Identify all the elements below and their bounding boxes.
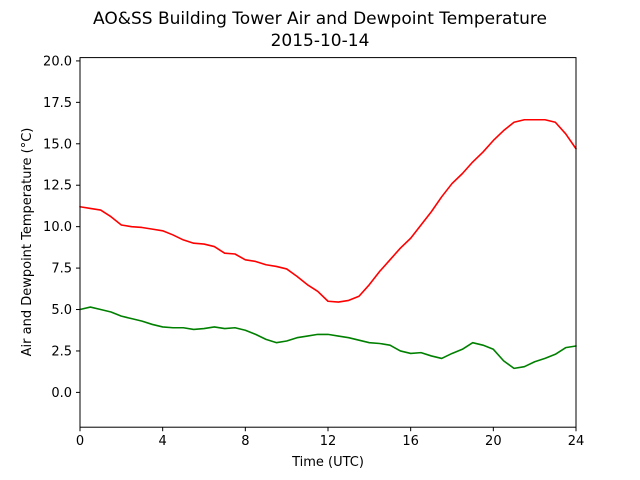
chart-subtitle: 2015-10-14: [271, 31, 370, 51]
y-tick-label: 20.0: [43, 54, 72, 69]
x-tick-label: 24: [568, 434, 585, 449]
y-tick-label: 7.5: [51, 262, 72, 277]
y-tick-label: 5.0: [51, 303, 72, 318]
y-tick-label: 12.5: [43, 179, 72, 194]
series-group: [79, 118, 577, 370]
x-tick-label: 12: [320, 434, 337, 449]
x-tick-label: 0: [76, 434, 84, 449]
y-tick-label: 0.0: [51, 386, 72, 401]
plot-frame: [79, 57, 577, 428]
series-line-2: [79, 306, 577, 370]
y-tick-label: 15.0: [43, 137, 72, 152]
y-tick-label: 10.0: [43, 220, 72, 235]
y-axis-label: Air and Dewpoint Temperature (°C): [20, 128, 35, 357]
x-tick-label: 8: [241, 434, 249, 449]
series-line-1: [79, 118, 577, 303]
ticks-group: 0 4 8 12 16 20 24 0.0 2.5 5.0 7.5 10.0 12.5 15.0 17.5 2…: [43, 54, 584, 449]
x-tick-label: 4: [159, 434, 167, 449]
y-tick-label: 17.5: [43, 96, 72, 111]
x-axis-label: Time (UTC): [291, 455, 364, 470]
x-tick-label: 20: [485, 434, 502, 449]
x-tick-label: 16: [402, 434, 419, 449]
y-tick-label: 2.5: [51, 344, 72, 359]
chart-title: AO&SS Building Tower Air and Dewpoint Te…: [93, 9, 547, 29]
